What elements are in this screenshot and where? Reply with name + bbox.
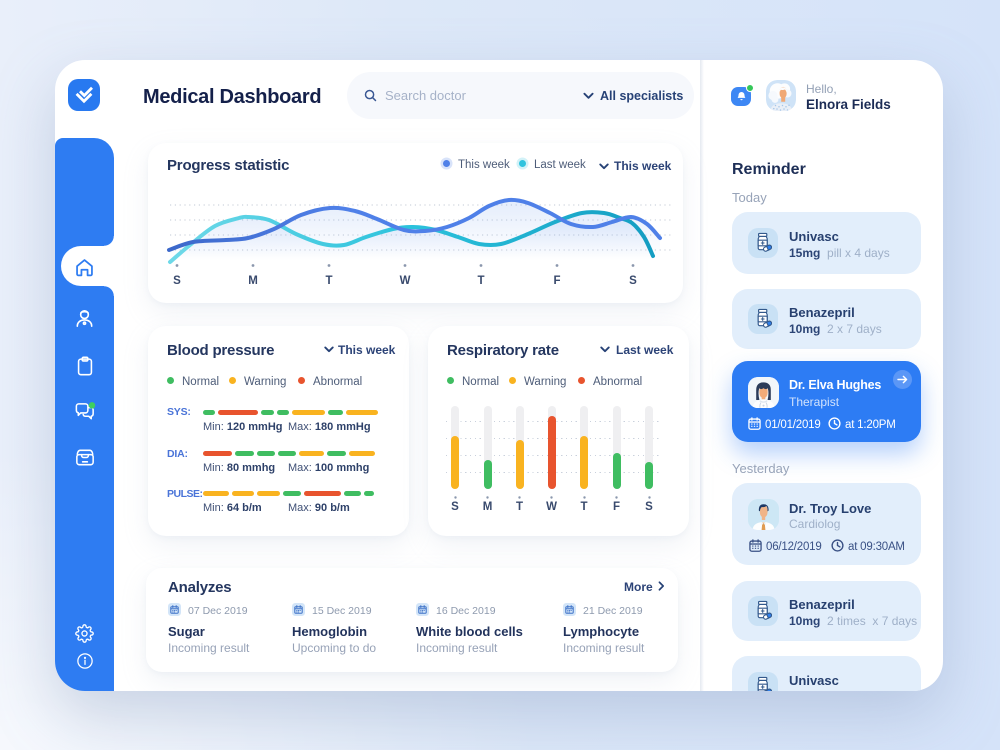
svg-text:T: T — [325, 275, 332, 287]
svg-text:F: F — [553, 275, 560, 287]
svg-text:S: S — [173, 275, 181, 287]
svg-text:M: M — [248, 275, 258, 287]
svg-text:T: T — [477, 275, 484, 287]
svg-text:S: S — [629, 275, 637, 287]
svg-text:W: W — [400, 275, 411, 287]
